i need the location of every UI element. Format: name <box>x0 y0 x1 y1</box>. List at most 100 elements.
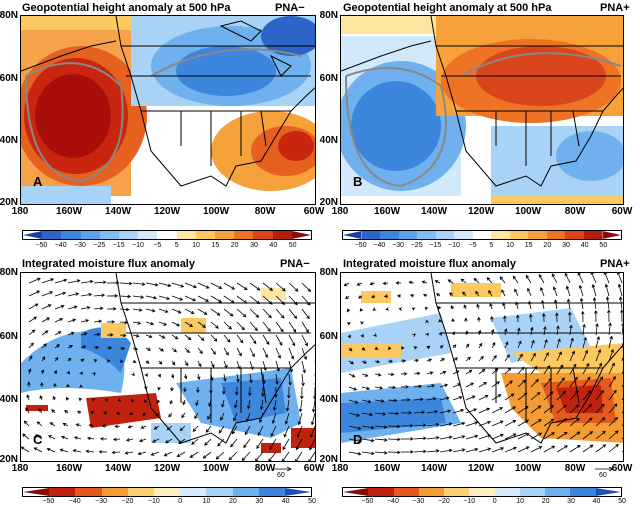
flux-vector <box>145 308 156 313</box>
flux-vector <box>93 359 98 363</box>
flux-vector <box>275 373 279 385</box>
lat-label: 40N <box>0 135 18 146</box>
flux-vector <box>530 446 543 453</box>
flux-vector <box>621 337 623 349</box>
flux-vector <box>439 422 453 427</box>
flux-vector <box>119 294 132 299</box>
flux-vector <box>413 397 424 402</box>
flux-vector <box>249 282 261 291</box>
colorbar-tick-label: −50 <box>361 498 374 505</box>
flux-vector <box>452 421 466 427</box>
flux-vector <box>158 347 165 352</box>
flux-vector <box>348 425 362 430</box>
flux-vector <box>145 295 158 300</box>
colorbar-tick-label: −50 <box>35 242 48 249</box>
flux-vector <box>569 363 577 375</box>
colorbar-tick-label: 5 <box>174 242 179 249</box>
flux-vector <box>158 308 169 313</box>
lon-label: 80W <box>564 206 586 217</box>
flux-vector <box>202 451 212 459</box>
colorbar-tick-label: 30 <box>250 242 258 249</box>
flux-vector <box>170 373 175 379</box>
flux-vector <box>605 296 610 310</box>
flux-vector <box>556 364 564 375</box>
lon-label: 100W <box>202 206 230 217</box>
flux-vector <box>301 321 309 333</box>
flux-vector <box>54 278 68 284</box>
flux-vector <box>301 308 310 320</box>
flux-vector <box>565 285 571 297</box>
flux-vector <box>502 302 506 310</box>
flux-vector <box>106 307 117 311</box>
flux-vector <box>288 282 299 292</box>
flux-vector <box>608 362 615 375</box>
panel-tag: PNA− <box>280 258 310 270</box>
flux-vector <box>234 399 238 409</box>
flux-vector <box>54 357 59 362</box>
flux-vector <box>387 437 401 442</box>
flux-vector <box>385 307 390 311</box>
flux-vector <box>270 425 277 437</box>
flux-vector <box>478 355 484 362</box>
lon-label: 160W <box>373 463 401 474</box>
colorbar-tick-label: −10 <box>132 242 144 249</box>
flux-vector <box>67 357 72 362</box>
lon-label: 180 <box>331 206 349 217</box>
flux-vector <box>462 291 467 297</box>
flux-vector <box>145 334 153 339</box>
flux-vector <box>543 325 547 336</box>
flux-vector <box>517 327 521 336</box>
flux-vector <box>274 386 278 398</box>
flux-vector <box>230 438 238 448</box>
flux-vector <box>543 391 554 401</box>
flux-vector <box>106 359 111 363</box>
flux-vector <box>93 345 100 350</box>
flux-vector <box>80 292 93 297</box>
flux-vector <box>132 346 139 351</box>
flux-vector <box>262 373 266 385</box>
lat-label: 80N <box>319 267 338 278</box>
flux-vector <box>249 295 260 305</box>
flux-vector <box>144 373 148 377</box>
flux-vector <box>530 352 536 362</box>
flux-vector <box>93 280 107 285</box>
flux-vector <box>582 390 592 401</box>
flux-vector <box>41 291 54 297</box>
flux-vector <box>254 451 264 461</box>
flux-vector <box>452 357 458 362</box>
flux-vector <box>194 412 199 420</box>
flux-vector <box>35 434 43 440</box>
flux-vector <box>205 425 212 433</box>
flux-vector <box>530 405 542 414</box>
flux-vector <box>517 353 523 362</box>
flux-vector <box>569 324 573 336</box>
flux-vector <box>590 273 597 284</box>
flux-vector <box>53 369 58 375</box>
flux-vector <box>197 295 210 302</box>
flux-vector <box>426 371 434 375</box>
flux-vector <box>356 282 363 286</box>
colorbar-tick-label: 50 <box>599 242 608 249</box>
flux-vector <box>272 399 277 411</box>
flux-vector <box>530 419 542 427</box>
flux-vector <box>98 450 108 454</box>
flux-vector <box>608 376 616 388</box>
lat-label: 60N <box>319 73 338 84</box>
flux-vector <box>591 284 597 297</box>
panel-title: Integrated moisture flux anomaly <box>22 258 195 270</box>
flux-vector <box>114 424 121 429</box>
flux-vector <box>262 347 268 359</box>
flux-vector <box>41 356 46 362</box>
flux-vector <box>517 366 525 375</box>
flux-vector <box>282 438 290 451</box>
flux-vector <box>437 305 442 310</box>
flux-vector <box>582 323 586 336</box>
colorbar-swatch <box>61 231 81 239</box>
flux-vector <box>582 444 594 453</box>
flux-vector <box>78 397 83 402</box>
flux-vector <box>582 431 594 440</box>
flux-vector <box>40 382 44 388</box>
flux-vector <box>491 447 505 453</box>
flux-vector <box>543 378 552 388</box>
flux-vector <box>140 425 147 429</box>
